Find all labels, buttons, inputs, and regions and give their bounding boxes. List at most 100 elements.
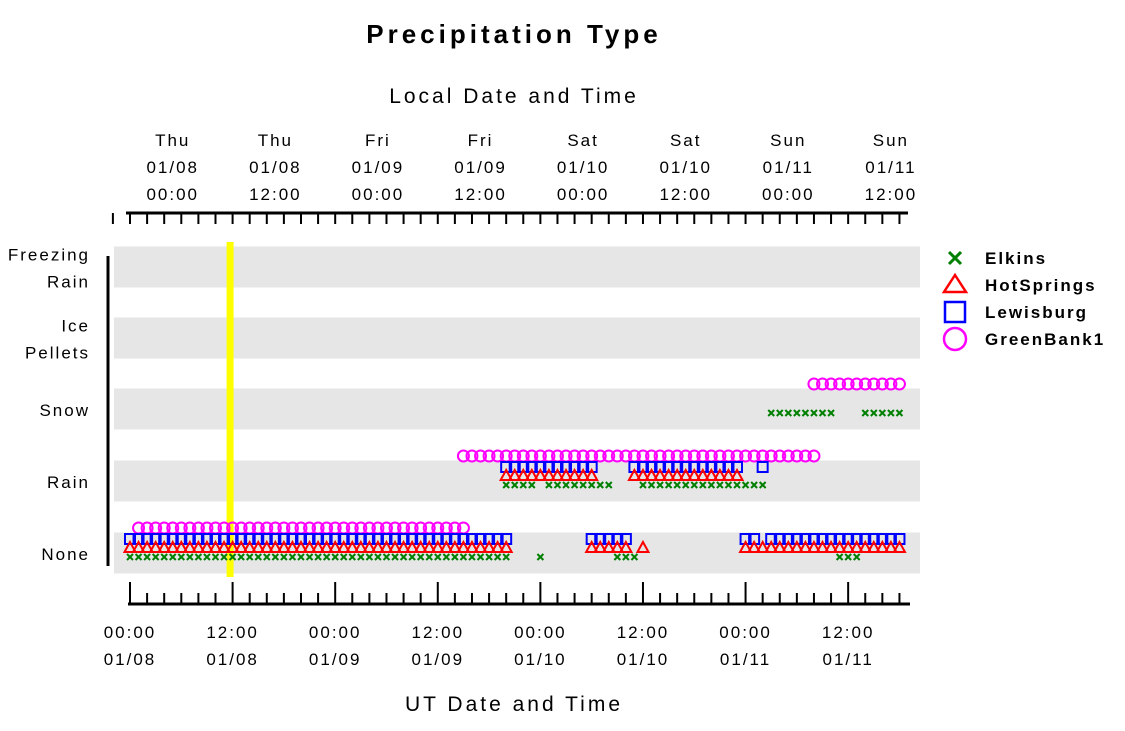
marker-x: [793, 409, 801, 417]
top-tick-date: 01/09: [454, 158, 507, 177]
marker-x: [707, 481, 716, 489]
top-tick-day: Thu: [258, 131, 293, 150]
marker-triangle: [370, 539, 386, 553]
marker-x: [305, 553, 314, 561]
marker-x: [528, 481, 536, 489]
marker-circle: [474, 449, 488, 463]
series-hotsprings: [122, 467, 907, 553]
marker-x: [493, 553, 502, 561]
marker-x: [835, 553, 844, 561]
marker-triangle: [669, 467, 685, 481]
marker-x: [553, 481, 562, 489]
legend-label: HotSprings: [985, 276, 1097, 295]
marker-triangle: [122, 539, 138, 553]
marker-x: [237, 553, 245, 561]
marker-triangle: [447, 539, 463, 553]
bottom-axis-title: UT Date and Time: [405, 693, 623, 716]
bottom-tick-date: 01/11: [720, 650, 771, 669]
top-tick-day: Sun: [873, 131, 909, 150]
bottom-tick-time: 00:00: [719, 623, 772, 642]
y-tick-label: Snow: [39, 401, 90, 420]
legend-label: Elkins: [985, 249, 1047, 268]
top-tick-date: 01/10: [659, 158, 712, 177]
top-tick-time: 12:00: [454, 185, 507, 204]
y-tick-label: Freezing: [8, 246, 90, 265]
marker-x: [784, 409, 793, 417]
series-elkins: [126, 409, 904, 561]
marker-triangle: [259, 539, 274, 553]
marker-x: [596, 481, 604, 489]
marker-x: [656, 481, 664, 489]
chart-title: Precipitation Type: [366, 19, 661, 49]
top-tick-date: 01/11: [763, 158, 814, 177]
marker-triangle: [746, 539, 762, 553]
marker-triangle: [131, 539, 146, 553]
marker-triangle: [302, 539, 317, 553]
marker-x: [357, 553, 365, 561]
marker-x: [271, 553, 280, 561]
top-tick-time: 12:00: [865, 185, 918, 204]
marker-triangle: [379, 539, 394, 553]
marker-x: [126, 553, 134, 561]
marker-x: [288, 553, 297, 561]
bottom-tick-date: 01/08: [206, 650, 259, 669]
marker-triangle: [507, 467, 522, 481]
marker-triangle: [764, 539, 779, 553]
marker-x: [699, 481, 707, 489]
y-tick-label: Pellets: [25, 344, 90, 363]
marker-triangle: [191, 539, 206, 553]
marker-triangle: [139, 539, 155, 553]
marker-x: [399, 553, 408, 561]
marker-x: [177, 553, 186, 561]
top-tick-day: Thu: [155, 131, 190, 150]
top-tick-time: 00:00: [146, 185, 199, 204]
marker-circle: [491, 449, 505, 463]
marker-x: [151, 553, 160, 561]
top-tick-date: 01/09: [352, 158, 405, 177]
marker-x: [254, 553, 262, 561]
marker-circle: [884, 377, 898, 391]
marker-triangle: [174, 539, 189, 553]
marker-x: [322, 553, 331, 561]
marker-x: [750, 481, 758, 489]
marker-triangle: [866, 539, 881, 553]
marker-x: [245, 553, 254, 561]
marker-x: [263, 553, 271, 561]
marker-triangle: [430, 539, 445, 553]
marker-triangle: [498, 539, 514, 553]
marker-circle: [747, 449, 761, 463]
marker-circle: [602, 449, 616, 463]
marker-x: [365, 553, 374, 561]
marker-x: [160, 553, 168, 561]
marker-triangle: [550, 467, 565, 481]
marker-circle: [841, 377, 855, 391]
marker-x: [870, 409, 878, 417]
marker-triangle: [652, 467, 668, 481]
bottom-tick-date: 01/11: [823, 650, 874, 669]
legend-item-elkins: Elkins: [947, 249, 1047, 268]
marker-x: [408, 553, 416, 561]
marker-circle: [858, 377, 872, 391]
top-tick-day: Sat: [670, 131, 702, 150]
marker-x: [169, 553, 177, 561]
marker-triangle: [396, 539, 411, 553]
marker-triangle: [558, 467, 574, 481]
top-axis-title: Local Date and Time: [389, 85, 639, 108]
marker-triangle: [644, 467, 659, 481]
marker-triangle: [721, 467, 736, 481]
marker-x: [519, 481, 527, 489]
marker-triangle: [310, 539, 326, 553]
marker-triangle: [242, 539, 257, 553]
marker-x: [459, 553, 468, 561]
marker-x: [194, 553, 203, 561]
marker-circle: [816, 377, 830, 391]
bottom-tick-time: 12:00: [617, 623, 670, 642]
marker-triangle: [473, 539, 488, 553]
marker-x: [348, 553, 356, 561]
marker-triangle: [695, 467, 711, 481]
legend-circle-icon: [942, 326, 968, 352]
bottom-tick-date: 01/09: [309, 650, 362, 669]
marker-circle: [798, 449, 812, 463]
marker-triangle: [687, 467, 702, 481]
marker-triangle: [216, 539, 232, 553]
